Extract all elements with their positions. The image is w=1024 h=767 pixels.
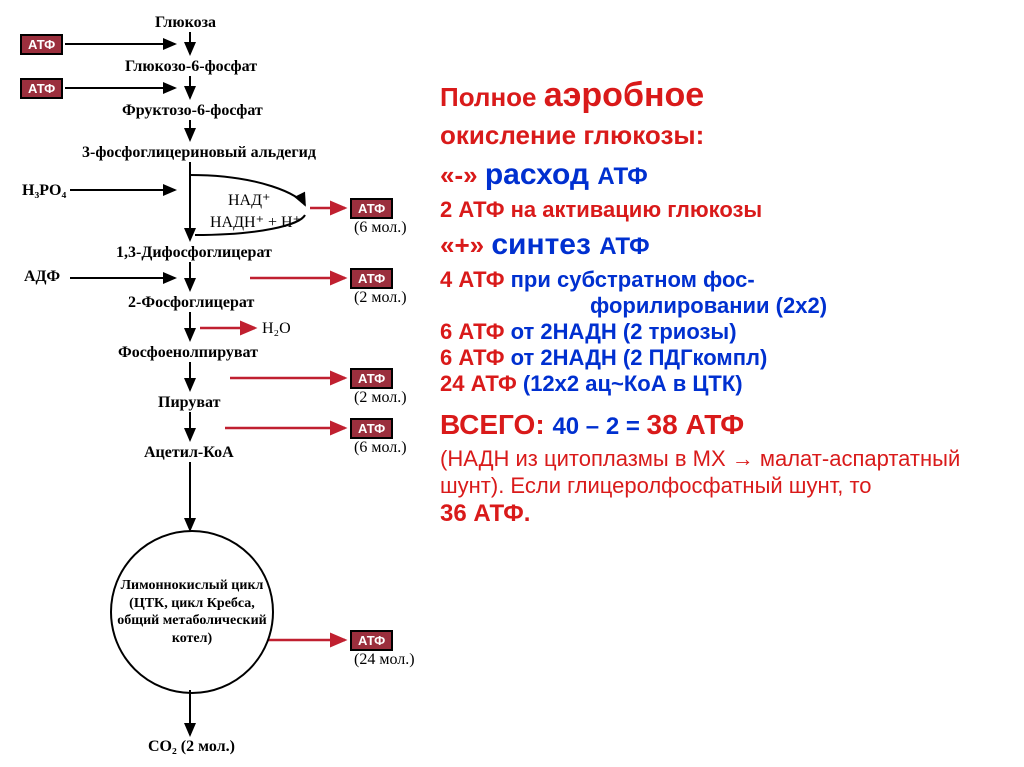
t7a: 6 АТФ — [440, 319, 511, 344]
t8b: от 2НАДН (2 ПДГкомпл) — [511, 345, 768, 370]
atp-out-1: АТФ (6 мол.) — [350, 198, 450, 237]
page: АТФ АТФ Глюкоза Глюкозо-6-фосфат Фруктоз… — [0, 0, 1024, 767]
t6a: 4 АТФ — [440, 267, 511, 292]
t10c: 38 АТФ — [647, 409, 745, 440]
label-nadh: НАДН⁺ + Н⁺ — [210, 212, 301, 232]
cycle-line2: (ЦТК, цикл Кребса, — [129, 596, 255, 611]
atp-out-box-4: АТФ — [350, 418, 393, 439]
line-total: ВСЕГО: 40 – 2 = 38 АТФ — [440, 409, 1010, 441]
atp-out-amt-2: (2 мол.) — [354, 289, 407, 306]
t5a: «+» — [440, 230, 491, 260]
atp-out-4: АТФ (6 мол.) — [350, 418, 450, 457]
t9b: (12х2 ац~КоА в ЦТК) — [523, 371, 743, 396]
krebs-cycle-label: Лимоннокислый цикл (ЦТК, цикл Кребса, об… — [117, 577, 267, 647]
atp-out-5: АТФ (24 мол.) — [350, 630, 450, 669]
line-6atp-b: 6 АТФ от 2НАДН (2 ПДГкомпл) — [440, 345, 1010, 371]
line-note: (НАДН из цитоплазмы в МХ → малат-аспарта… — [440, 445, 1010, 500]
atp-input-box-2: АТФ — [20, 78, 63, 99]
step-glucose: Глюкоза — [155, 14, 216, 32]
t3c: АТФ — [597, 163, 647, 190]
t6b: при субстратном фос- — [511, 267, 755, 292]
line-6atp-a: 6 АТФ от 2НАДН (2 триозы) — [440, 319, 1010, 345]
line-24atp: 24 АТФ (12х2 ац~КоА в ЦТК) — [440, 371, 1010, 397]
atp-out-box-2: АТФ — [350, 268, 393, 289]
step-f6p: Фруктозо-6-фосфат — [122, 102, 263, 120]
step-3pga: 3-фосфоглицериновый альдегид — [82, 144, 316, 162]
step-acetyl-coa: Ацетил-КоА — [144, 444, 234, 462]
krebs-cycle: Лимоннокислый цикл (ЦТК, цикл Кребса, об… — [110, 530, 274, 694]
atp-out-box-5: АТФ — [350, 630, 393, 651]
t9a: 24 АТФ — [440, 371, 523, 396]
atp-out-2: АТФ (2 мол.) — [350, 268, 450, 307]
atp-out-amt-5: (24 мол.) — [354, 651, 415, 668]
cycle-line3: общий метаболический — [117, 613, 267, 628]
atp-input-box-1: АТФ — [20, 34, 63, 55]
atp-out-amt-3: (2 мол.) — [354, 389, 407, 406]
t8a: 6 АТФ — [440, 345, 511, 370]
line-2atp: 2 АТФ на активацию глюкозы — [440, 197, 1010, 223]
step-g6p: Глюкозо-6-фосфат — [125, 58, 257, 76]
label-h2o: H₂O — [262, 320, 291, 338]
summary-text: Полное аэробное окисление глюкозы: «-» р… — [440, 75, 1010, 528]
line-4atp-b: форилировании (2х2) — [440, 293, 1010, 319]
step-pep: Фосфоенолпируват — [118, 344, 258, 362]
t10a: ВСЕГО: — [440, 409, 552, 440]
atp-out-box-1: АТФ — [350, 198, 393, 219]
t7b: от 2НАДН (2 триозы) — [511, 319, 737, 344]
atp-out-amt-4: (6 мол.) — [354, 439, 407, 456]
title-line-1: Полное аэробное — [440, 75, 1010, 116]
t3a: «-» — [440, 160, 485, 190]
atp-out-3: АТФ (2 мол.) — [350, 368, 450, 407]
t5c: АТФ — [599, 233, 649, 260]
step-2pg: 2-Фосфоглицерат — [128, 294, 254, 312]
label-co2: CO₂ (2 мол.) — [148, 738, 235, 756]
title-line-2: окисление глюкозы: — [440, 120, 1010, 151]
line-plus: «+» синтез АТФ — [440, 227, 1010, 263]
step-pyruvate: Пируват — [158, 394, 220, 412]
glycolysis-diagram: АТФ АТФ Глюкоза Глюкозо-6-фосфат Фруктоз… — [0, 0, 450, 767]
line-36atp: 36 АТФ. — [440, 500, 1010, 528]
label-nad: НАД⁺ — [228, 190, 270, 210]
label-adf: АДФ — [24, 268, 60, 286]
line-minus: «-» расход АТФ — [440, 157, 1010, 193]
atp-out-amt-1: (6 мол.) — [354, 219, 407, 236]
cycle-line1: Лимоннокислый цикл — [121, 578, 264, 593]
label-h3po4: H₃PO₄ — [22, 182, 66, 200]
step-13dpg: 1,3-Дифосфоглицерат — [116, 244, 272, 262]
t1b: аэробное — [544, 76, 704, 114]
atp-out-box-3: АТФ — [350, 368, 393, 389]
cycle-line4: котел) — [172, 631, 212, 646]
t5b: синтез — [491, 228, 599, 261]
t1a: Полное — [440, 82, 544, 112]
t3b: расход — [485, 158, 598, 191]
line-4atp: 4 АТФ при субстратном фос- — [440, 267, 1010, 293]
t10b: 40 – 2 = — [552, 413, 646, 440]
